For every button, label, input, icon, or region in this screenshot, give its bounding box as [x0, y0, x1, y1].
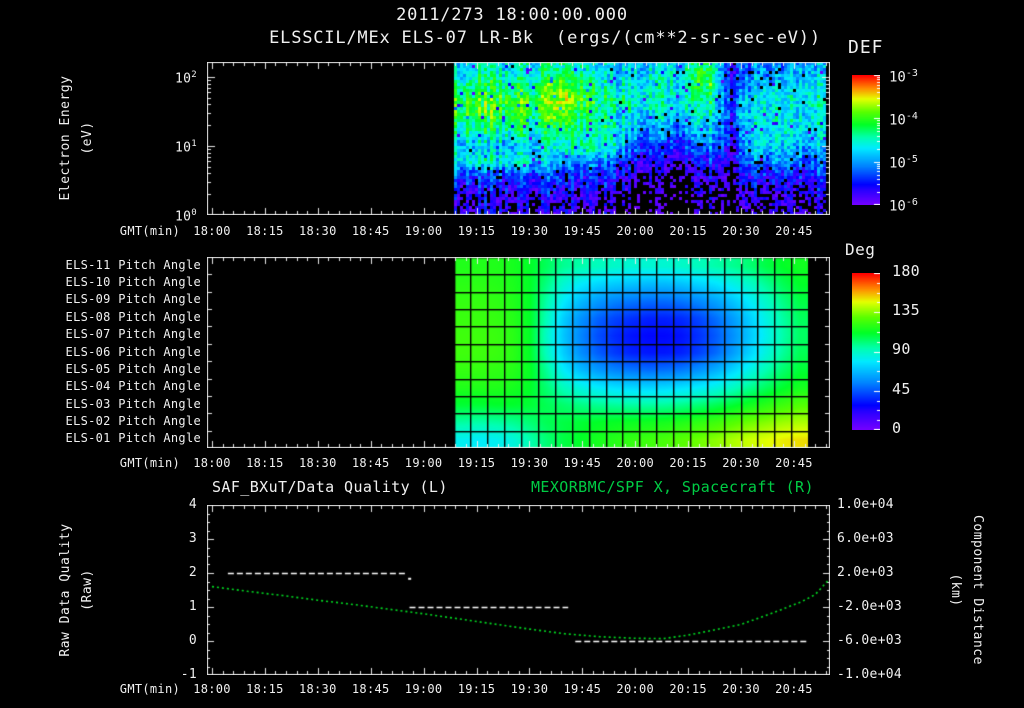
colorbar-deg-canvas — [852, 273, 880, 430]
component-distance-axis-label: Component Distance (km) — [948, 515, 985, 665]
energy-axis-label: Electron Energy (eV) — [58, 75, 95, 201]
time-tick-label: 19:15 — [457, 682, 496, 696]
colorbar-def-tick-label: 10-4 — [889, 111, 918, 129]
time-tick-label: 19:30 — [510, 456, 549, 470]
time-tick-label: 20:15 — [669, 224, 707, 238]
component-distance-tick-label: 1.0e+04 — [837, 497, 894, 512]
time-tick-label: 18:30 — [298, 456, 337, 470]
component-distance-tick-label: -2.0e+03 — [837, 599, 903, 614]
raw-quality-tick-label: 1 — [188, 599, 197, 614]
plot-title-date: 2011/273 18:00:00.000 — [396, 5, 628, 25]
pitch-angle-canvas — [207, 257, 830, 448]
raw-quality-tick-label: -1 — [180, 667, 197, 682]
time-tick-label: 19:00 — [404, 224, 443, 238]
time-tick-label: 20:30 — [722, 682, 760, 696]
time-tick-label: 20:30 — [722, 224, 760, 238]
time-tick-label: 19:45 — [563, 224, 602, 238]
time-tick-label: 19:00 — [404, 682, 443, 696]
pitch-row-label: ELS-11 Pitch Angle — [65, 257, 201, 272]
plot-title-instrument: ELSSCIL/MEx ELS-07 LR-Bk (ergs/(cm**2-sr… — [269, 28, 821, 48]
time-tick-label: 18:00 — [193, 682, 231, 696]
colorbar-def-tick-label: 10-6 — [889, 197, 918, 215]
pitch-row-label: ELS-05 Pitch Angle — [65, 361, 201, 376]
time-tick-label: 20:00 — [616, 682, 655, 696]
raw-quality-tick-label: 3 — [188, 531, 197, 546]
raw-quality-tick-label: 4 — [188, 497, 197, 512]
pitch-row-label: ELS-07 Pitch Angle — [65, 327, 201, 342]
time-tick-label: 18:00 — [193, 456, 231, 470]
colorbar-deg-tick-label: 0 — [892, 419, 902, 437]
pitch-row-label: ELS-08 Pitch Angle — [65, 309, 201, 324]
quality-title-left: SAF_BXuT/Data Quality (L) — [212, 478, 448, 496]
time-tick-label: 20:00 — [616, 456, 655, 470]
raw-quality-axis-label: Raw Data Quality (Raw) — [58, 523, 95, 657]
time-tick-label: 18:15 — [246, 224, 284, 238]
time-tick-label: 18:45 — [351, 456, 390, 470]
colorbar-def-tick-label: 10-3 — [889, 68, 918, 86]
component-distance-tick-label: 2.0e+03 — [837, 565, 894, 580]
time-tick-label: 20:15 — [669, 456, 707, 470]
time-tick-label: 20:45 — [775, 456, 813, 470]
time-tick-label: 18:15 — [246, 456, 284, 470]
time-tick-label: 18:15 — [246, 682, 284, 696]
raw-quality-tick-label: 0 — [188, 633, 197, 648]
time-tick-label: 20:45 — [775, 224, 813, 238]
time-tick-label: 20:15 — [669, 682, 707, 696]
pitch-row-label: ELS-02 Pitch Angle — [65, 413, 201, 428]
time-tick-label: 19:15 — [457, 456, 496, 470]
time-tick-label: 19:15 — [457, 224, 496, 238]
colorbar-def-canvas — [852, 75, 880, 205]
time-tick-label: 20:00 — [616, 224, 655, 238]
component-distance-tick-label: 6.0e+03 — [837, 531, 894, 546]
time-tick-label: 20:45 — [775, 682, 813, 696]
time-tick-label: 20:30 — [722, 456, 760, 470]
component-distance-tick-label: -1.0e+04 — [837, 667, 903, 682]
pitch-row-label: ELS-09 Pitch Angle — [65, 292, 201, 307]
time-tick-label: 19:00 — [404, 456, 443, 470]
energy-axis-tick-label: 100 — [175, 208, 197, 225]
pitch-row-label: ELS-01 Pitch Angle — [65, 431, 201, 446]
pitch-row-label: ELS-04 Pitch Angle — [65, 379, 201, 394]
time-tick-label: 18:00 — [193, 224, 231, 238]
colorbar-deg-tick-label: 180 — [892, 262, 920, 280]
colorbar-deg-title: Deg — [845, 240, 876, 259]
energy-axis-tick-label: 101 — [175, 139, 197, 156]
gmt-axis-label: GMT(min) — [119, 224, 180, 238]
quality-distance-canvas — [207, 505, 830, 675]
colorbar-deg-tick-label: 135 — [892, 301, 920, 319]
time-tick-label: 18:45 — [351, 224, 390, 238]
time-tick-label: 18:30 — [298, 224, 337, 238]
gmt-axis-label: GMT(min) — [119, 682, 180, 696]
time-tick-label: 19:30 — [510, 682, 549, 696]
time-tick-label: 18:30 — [298, 682, 337, 696]
time-tick-label: 19:45 — [563, 456, 602, 470]
time-tick-label: 19:45 — [563, 682, 602, 696]
component-distance-tick-label: -6.0e+03 — [837, 633, 903, 648]
raw-quality-tick-label: 2 — [188, 565, 197, 580]
pitch-row-label: ELS-06 Pitch Angle — [65, 344, 201, 359]
time-tick-label: 18:45 — [351, 682, 390, 696]
time-tick-label: 19:30 — [510, 224, 549, 238]
colorbar-def-tick-label: 10-5 — [889, 154, 918, 172]
energy-axis-tick-label: 102 — [175, 70, 197, 87]
colorbar-deg-tick-label: 45 — [892, 380, 911, 398]
colorbar-deg-tick-label: 90 — [892, 340, 911, 358]
pitch-row-label: ELS-10 Pitch Angle — [65, 275, 201, 290]
gmt-axis-label: GMT(min) — [119, 456, 180, 470]
colorbar-def-title: DEF — [848, 37, 884, 58]
spectrogram-canvas — [207, 62, 830, 215]
quality-title-right: MEXORBMC/SPF X, Spacecraft (R) — [531, 478, 814, 496]
pitch-row-label: ELS-03 Pitch Angle — [65, 396, 201, 411]
